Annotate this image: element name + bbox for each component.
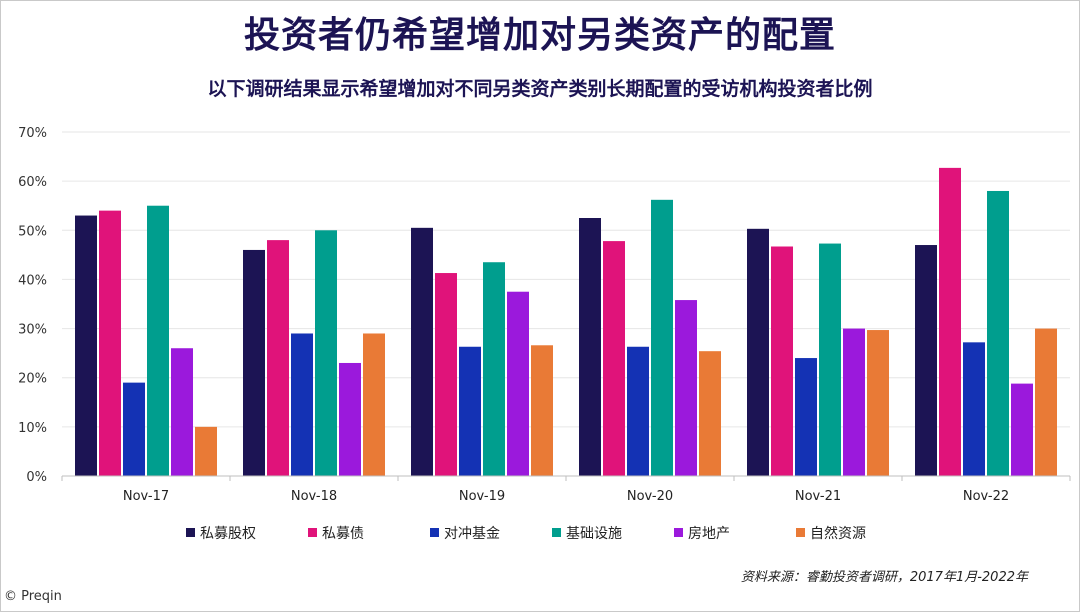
legend-swatch xyxy=(308,528,317,537)
bar xyxy=(435,273,457,476)
bar xyxy=(507,291,529,476)
bar xyxy=(195,426,217,476)
x-tick-label: Nov-18 xyxy=(291,489,337,504)
bar xyxy=(819,243,841,476)
bar xyxy=(963,342,985,476)
legend-swatch xyxy=(186,528,195,537)
y-tick-label: 70% xyxy=(18,126,47,141)
chart-subtitle: 以下调研结果显示希望增加对不同另类资产类别长期配置的受访机构投资者比例 xyxy=(207,78,873,100)
bar xyxy=(171,348,193,476)
bar xyxy=(411,227,433,476)
legend-swatch xyxy=(552,528,561,537)
bar xyxy=(771,246,793,476)
bar xyxy=(987,190,1009,476)
bar xyxy=(243,249,265,476)
bar xyxy=(843,328,865,476)
bar xyxy=(147,205,169,476)
x-tick-label: Nov-19 xyxy=(459,489,505,504)
source-note: 资料来源：睿勤投资者调研，2017年1月-2022年 xyxy=(740,570,1028,585)
y-tick-label: 60% xyxy=(18,175,47,190)
bar xyxy=(867,330,889,476)
bar xyxy=(1011,383,1033,476)
bar xyxy=(603,241,625,476)
bar xyxy=(99,210,121,476)
y-tick-label: 20% xyxy=(18,372,47,387)
x-axis: Nov-17 Nov-18 Nov-19 Nov-20 Nov-21 Nov-22 xyxy=(61,475,1071,504)
bar xyxy=(459,346,481,476)
bar xyxy=(747,228,769,476)
bar xyxy=(675,300,697,476)
legend-swatch xyxy=(796,528,805,537)
bar xyxy=(531,345,553,476)
bar xyxy=(939,167,961,477)
y-tick-label: 10% xyxy=(18,421,47,436)
bar xyxy=(483,262,505,476)
legend-swatch xyxy=(430,528,439,537)
bar xyxy=(915,245,937,476)
x-tick-label: Nov-22 xyxy=(963,489,1009,504)
bar xyxy=(579,218,601,476)
x-tick-label: Nov-21 xyxy=(795,489,841,504)
legend-swatch xyxy=(674,528,683,537)
x-tick-label: Nov-17 xyxy=(123,489,169,504)
legend-label: 私募债 xyxy=(322,526,364,542)
y-axis: 0% 10% 20% 30% 40% 50% 60% 70% xyxy=(18,126,47,485)
y-tick-label: 30% xyxy=(18,323,47,338)
y-tick-label: 40% xyxy=(18,273,47,288)
bars xyxy=(75,167,1057,477)
legend-label: 私募股权 xyxy=(200,526,256,542)
legend-label: 对冲基金 xyxy=(444,525,500,542)
bar xyxy=(123,382,145,476)
y-tick-label: 0% xyxy=(26,470,47,485)
gridlines xyxy=(62,131,1070,428)
bar xyxy=(315,230,337,476)
bar xyxy=(291,333,313,476)
legend-label: 基础设施 xyxy=(566,525,622,542)
copyright-text: © Preqin xyxy=(4,589,62,604)
bar xyxy=(339,362,361,476)
bar xyxy=(627,346,649,476)
y-tick-label: 50% xyxy=(18,224,47,239)
bar xyxy=(699,351,721,476)
x-tick-label: Nov-20 xyxy=(627,489,673,504)
bar xyxy=(1035,328,1057,476)
bar xyxy=(651,199,673,476)
legend-label: 房地产 xyxy=(688,526,730,542)
bar xyxy=(75,215,97,477)
chart-title: 投资者仍希望增加对另类资产的配置 xyxy=(243,15,836,56)
bar xyxy=(267,240,289,476)
legend-label: 自然资源 xyxy=(810,525,866,542)
bar xyxy=(795,358,817,476)
legend: 私募股权 私募债 对冲基金 基础设施 房地产 自然资源 xyxy=(186,525,866,542)
bar xyxy=(363,333,385,476)
